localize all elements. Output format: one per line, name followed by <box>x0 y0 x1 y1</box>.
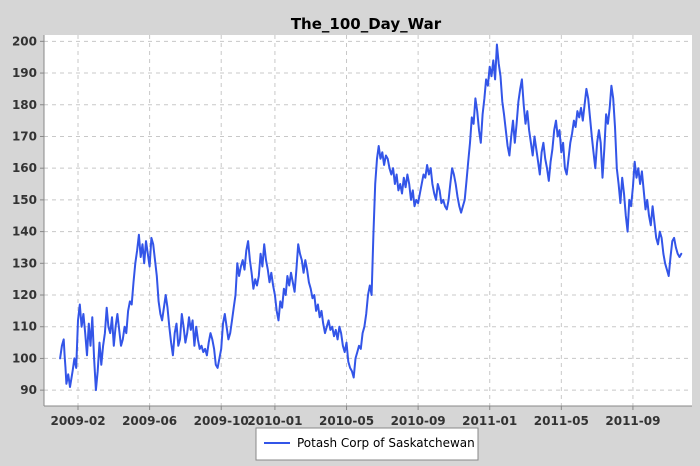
x-tick-label: 2011-09 <box>605 414 660 428</box>
x-tick-label: 2010-05 <box>319 414 374 428</box>
y-tick-label: 120 <box>12 288 37 302</box>
y-tick-label: 170 <box>12 129 37 143</box>
y-tick-label: 100 <box>12 351 37 365</box>
y-tick-label: 160 <box>12 161 37 175</box>
chart-title: The_100_Day_War <box>291 15 442 33</box>
plot-area <box>44 35 692 406</box>
series-line-potash <box>59 43 683 392</box>
legend-label: Potash Corp of Saskatchewan <box>297 436 475 450</box>
x-tick-label: 2010-09 <box>391 414 446 428</box>
x-tick-label: 2009-02 <box>50 414 105 428</box>
y-tick-label: 200 <box>12 34 37 48</box>
y-tick-label: 110 <box>12 320 37 334</box>
legend: Potash Corp of Saskatchewan <box>255 427 479 461</box>
y-tick-label: 150 <box>12 193 37 207</box>
y-tick-label: 180 <box>12 98 37 112</box>
x-tick-label: 2009-10 <box>194 414 249 428</box>
x-tick-label: 2010-01 <box>247 414 302 428</box>
legend-box <box>255 427 479 461</box>
grid-lines <box>44 35 692 406</box>
y-axis: 90 100 110 120 130 140 150 160 170 180 190 200 <box>12 34 44 397</box>
x-tick-label: 2009-06 <box>122 414 177 428</box>
y-tick-label: 90 <box>20 383 37 397</box>
y-tick-label: 130 <box>12 256 37 270</box>
y-tick-label: 190 <box>12 66 37 80</box>
x-tick-label: 2011-01 <box>462 414 517 428</box>
x-tick-label: 2011-05 <box>534 414 589 428</box>
y-tick-label: 140 <box>12 225 37 239</box>
